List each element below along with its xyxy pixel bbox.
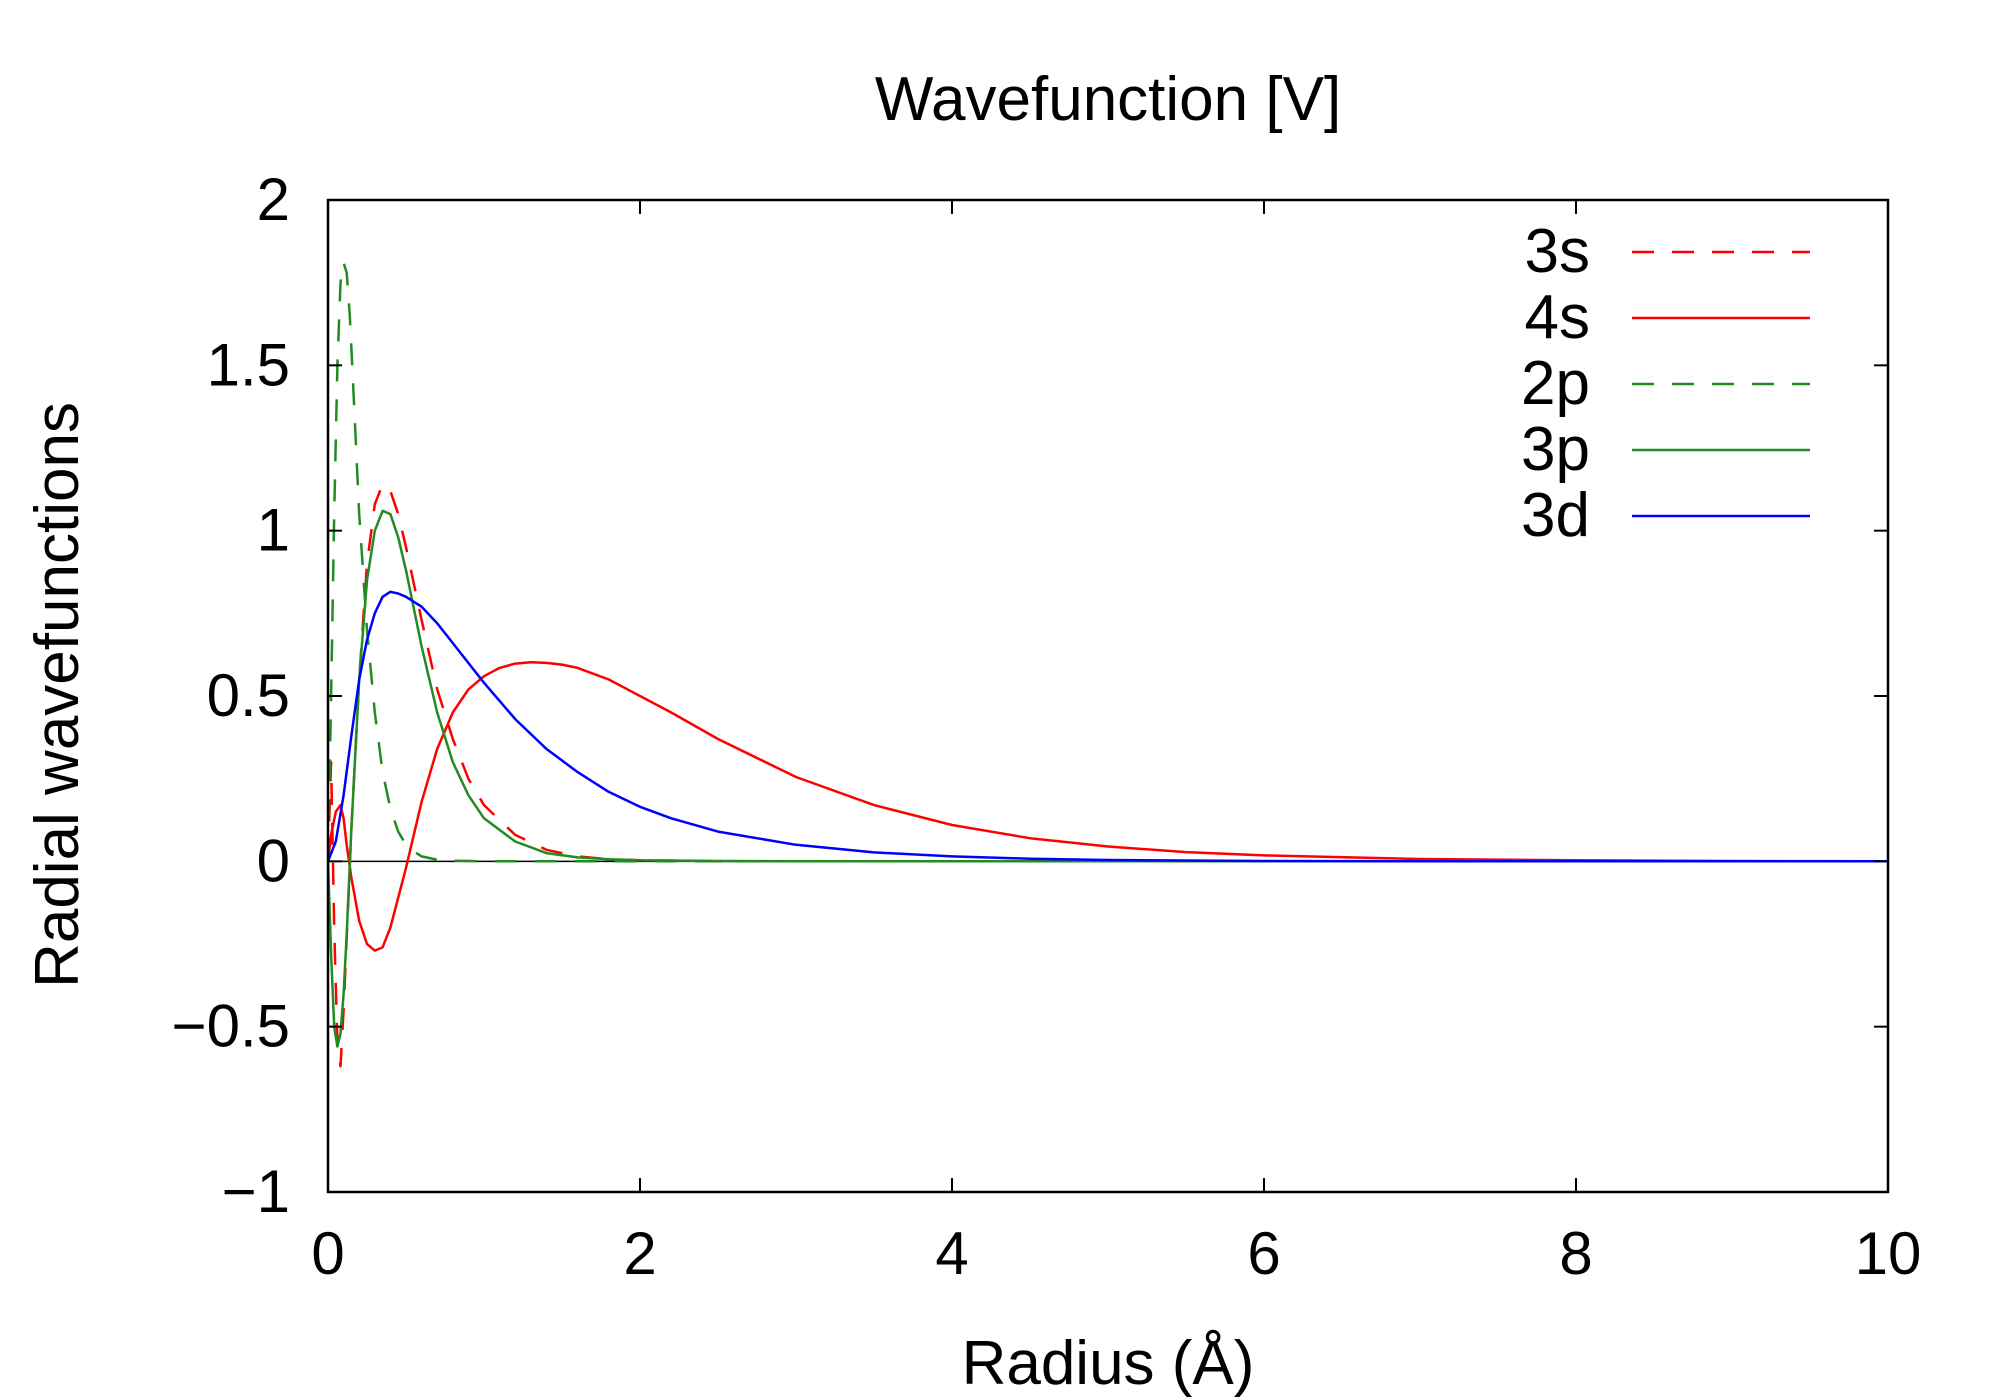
x-tick-label: 4 bbox=[935, 1220, 968, 1287]
legend-label-3p: 3p bbox=[1521, 415, 1590, 484]
series-line-4s bbox=[328, 661, 1888, 952]
chart-title: Wavefunction [V] bbox=[875, 65, 1341, 134]
legend-label-3s: 3s bbox=[1525, 217, 1590, 286]
x-axis-label: Radius (Å) bbox=[962, 1329, 1255, 1398]
series-group bbox=[328, 261, 1888, 1068]
x-tick-label: 2 bbox=[623, 1220, 656, 1287]
series-line-2p bbox=[328, 261, 1888, 863]
y-tick-label: 1 bbox=[257, 497, 290, 564]
series-line-3d bbox=[328, 590, 1888, 863]
legend-label-3d: 3d bbox=[1521, 481, 1590, 550]
y-tick-label: 0.5 bbox=[207, 662, 290, 729]
y-axis-label: Radial wavefunctions bbox=[23, 402, 92, 988]
y-tick-label: 1.5 bbox=[207, 331, 290, 398]
x-tick-label: 0 bbox=[311, 1220, 344, 1287]
series-line-3p bbox=[328, 509, 1888, 1048]
x-tick-label: 8 bbox=[1559, 1220, 1592, 1287]
y-tick-label: 0 bbox=[257, 827, 290, 894]
legend-label-4s: 4s bbox=[1525, 283, 1590, 352]
y-tick-label: −1 bbox=[222, 1158, 290, 1225]
y-tick-label: −0.5 bbox=[172, 993, 290, 1060]
legend-label-2p: 2p bbox=[1521, 349, 1590, 418]
y-tick-label: 2 bbox=[257, 166, 290, 233]
x-tick-label: 6 bbox=[1247, 1220, 1280, 1287]
x-tick-label: 10 bbox=[1855, 1220, 1922, 1287]
